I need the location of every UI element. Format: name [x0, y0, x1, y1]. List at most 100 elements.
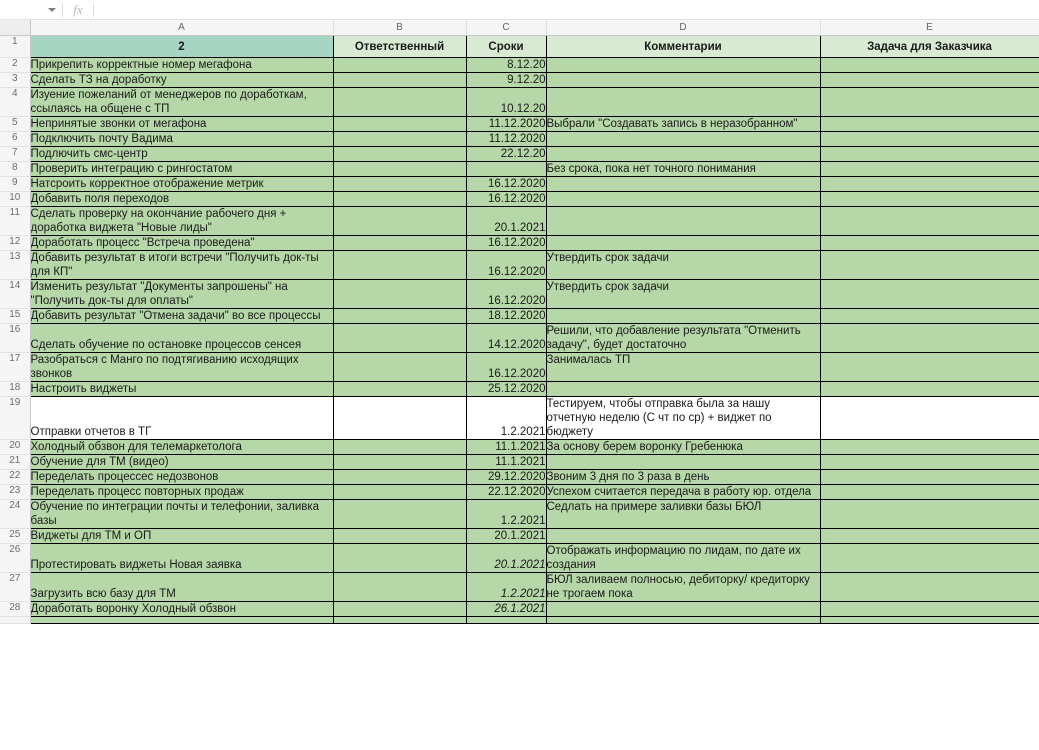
- cell-client-task[interactable]: [819, 528, 1039, 544]
- cell-client-task[interactable]: [819, 484, 1039, 500]
- cell-assignee[interactable]: [332, 543, 467, 573]
- row-header[interactable]: 11: [0, 206, 31, 236]
- cell-task[interactable]: Добавить результат в итоги встречи "Полу…: [29, 250, 334, 280]
- cell-assignee[interactable]: [332, 250, 467, 280]
- name-box[interactable]: [0, 0, 62, 19]
- row-header[interactable]: 18: [0, 381, 31, 397]
- chevron-down-icon[interactable]: [48, 7, 56, 12]
- cell-comment[interactable]: [545, 235, 821, 251]
- cell-deadline[interactable]: 20.1.2021: [465, 528, 547, 544]
- cell-comment[interactable]: [545, 191, 821, 207]
- row-header[interactable]: 6: [0, 131, 31, 147]
- cell-deadline[interactable]: 16.12.2020: [465, 250, 547, 280]
- cell-comment[interactable]: За основу берем воронку Гребенюка: [545, 439, 821, 455]
- row-header[interactable]: 17: [0, 352, 31, 382]
- cell-client-task[interactable]: [819, 323, 1039, 353]
- row-header[interactable]: 21: [0, 454, 31, 470]
- cell-client-task[interactable]: [819, 131, 1039, 147]
- row-header[interactable]: 26: [0, 543, 31, 573]
- cell-assignee[interactable]: [332, 279, 467, 309]
- cell-comment[interactable]: Без срока, пока нет точного понимания: [545, 161, 821, 177]
- cell-task[interactable]: Обучение для ТМ (видео): [29, 454, 334, 470]
- row-header[interactable]: 23: [0, 484, 31, 500]
- cell-task[interactable]: Добавить поля переходов: [29, 191, 334, 207]
- cell-assignee[interactable]: [332, 499, 467, 529]
- cell-task[interactable]: Проверить интеграцию с рингостатом: [29, 161, 334, 177]
- column-header-e[interactable]: E: [820, 20, 1039, 36]
- row-header[interactable]: 10: [0, 191, 31, 207]
- cell-assignee[interactable]: [332, 396, 467, 440]
- cell-task[interactable]: Разобраться с Манго по подтягиванию исхо…: [29, 352, 334, 382]
- cell-deadline[interactable]: 11.1.2021: [465, 439, 547, 455]
- cell-comment[interactable]: [545, 146, 821, 162]
- cell-assignee[interactable]: [332, 454, 467, 470]
- cell-task[interactable]: Виджеты для ТМ и ОП: [29, 528, 334, 544]
- cell-task[interactable]: Отправки отчетов в ТГ: [29, 396, 334, 440]
- cell-task[interactable]: Переделать процесс повторных продаж: [29, 484, 334, 500]
- cell-assignee[interactable]: [332, 57, 467, 73]
- cell-assignee[interactable]: [332, 87, 467, 117]
- column-header-a[interactable]: A: [30, 20, 334, 36]
- cell-task[interactable]: Добавить результат "Отмена задачи" во вс…: [29, 308, 334, 324]
- cell-comment[interactable]: Отображать информацию по лидам, по дате …: [545, 543, 821, 573]
- row-header[interactable]: 2: [0, 57, 31, 73]
- cell-task[interactable]: Подлючить смс-центр: [29, 146, 334, 162]
- cell-task[interactable]: Сделать ТЗ на доработку: [29, 72, 334, 88]
- cell-assignee[interactable]: [332, 308, 467, 324]
- cell-client-task[interactable]: [819, 72, 1039, 88]
- cell-comment[interactable]: [545, 381, 821, 397]
- cell-client-task[interactable]: [819, 572, 1039, 602]
- cell-deadline[interactable]: 11.12.2020: [465, 131, 547, 147]
- row-header[interactable]: 13: [0, 250, 31, 280]
- cell-deadline[interactable]: 26.1.2021: [465, 601, 547, 617]
- cell-deadline[interactable]: 1.2.2021: [465, 572, 547, 602]
- cell-comment[interactable]: [545, 206, 821, 236]
- row-header[interactable]: 27: [0, 572, 31, 602]
- cell-assignee[interactable]: [332, 191, 467, 207]
- cell-client-task[interactable]: [819, 176, 1039, 192]
- row-header-partial[interactable]: [0, 616, 31, 624]
- cell-deadline[interactable]: 16.12.2020: [465, 352, 547, 382]
- cell-client-task[interactable]: [819, 439, 1039, 455]
- cell-partial[interactable]: [545, 616, 821, 624]
- row-header[interactable]: 16: [0, 323, 31, 353]
- cell-deadline[interactable]: 20.1.2021: [465, 543, 547, 573]
- row-header[interactable]: 24: [0, 499, 31, 529]
- cell-assignee[interactable]: [332, 469, 467, 485]
- cell-client-task[interactable]: [819, 499, 1039, 529]
- cell-task[interactable]: Доработать воронку Холодный обзвон: [29, 601, 334, 617]
- cell-client-task[interactable]: [819, 57, 1039, 73]
- row-header[interactable]: 8: [0, 161, 31, 177]
- cell-client-task[interactable]: [819, 116, 1039, 132]
- cell-comment[interactable]: Седлать на примере заливки базы БЮЛ: [545, 499, 821, 529]
- row-header[interactable]: 7: [0, 146, 31, 162]
- row-header[interactable]: 25: [0, 528, 31, 544]
- cell-deadline[interactable]: 16.12.2020: [465, 235, 547, 251]
- cell-deadline[interactable]: 1.2.2021: [465, 396, 547, 440]
- row-header[interactable]: 9: [0, 176, 31, 192]
- cell-comment[interactable]: Решили, что добавление результата "Отмен…: [545, 323, 821, 353]
- cell-task[interactable]: Прикрепить корректные номер мегафона: [29, 57, 334, 73]
- cell-client-task[interactable]: [819, 146, 1039, 162]
- cell-task[interactable]: Сделать проверку на окончание рабочего д…: [29, 206, 334, 236]
- row-header[interactable]: 22: [0, 469, 31, 485]
- cell-comment[interactable]: [545, 72, 821, 88]
- cell-client-task[interactable]: [819, 543, 1039, 573]
- row-header[interactable]: 5: [0, 116, 31, 132]
- column-header-d[interactable]: D: [546, 20, 821, 36]
- cell-assignee[interactable]: [332, 235, 467, 251]
- cell-task[interactable]: Сделать обучение по остановке процессов …: [29, 323, 334, 353]
- cell-deadline[interactable]: 10.12.20: [465, 87, 547, 117]
- cell-comment[interactable]: [545, 176, 821, 192]
- header-cell-a[interactable]: 2: [29, 35, 334, 58]
- cell-deadline[interactable]: 25.12.2020: [465, 381, 547, 397]
- row-header[interactable]: 20: [0, 439, 31, 455]
- cell-assignee[interactable]: [332, 601, 467, 617]
- header-cell-b[interactable]: Ответственный: [332, 35, 467, 58]
- cell-deadline[interactable]: 16.12.2020: [465, 191, 547, 207]
- header-cell-e[interactable]: Задача для Заказчика: [819, 35, 1039, 58]
- cell-client-task[interactable]: [819, 454, 1039, 470]
- cell-client-task[interactable]: [819, 308, 1039, 324]
- header-cell-c[interactable]: Сроки: [465, 35, 547, 58]
- cell-client-task[interactable]: [819, 279, 1039, 309]
